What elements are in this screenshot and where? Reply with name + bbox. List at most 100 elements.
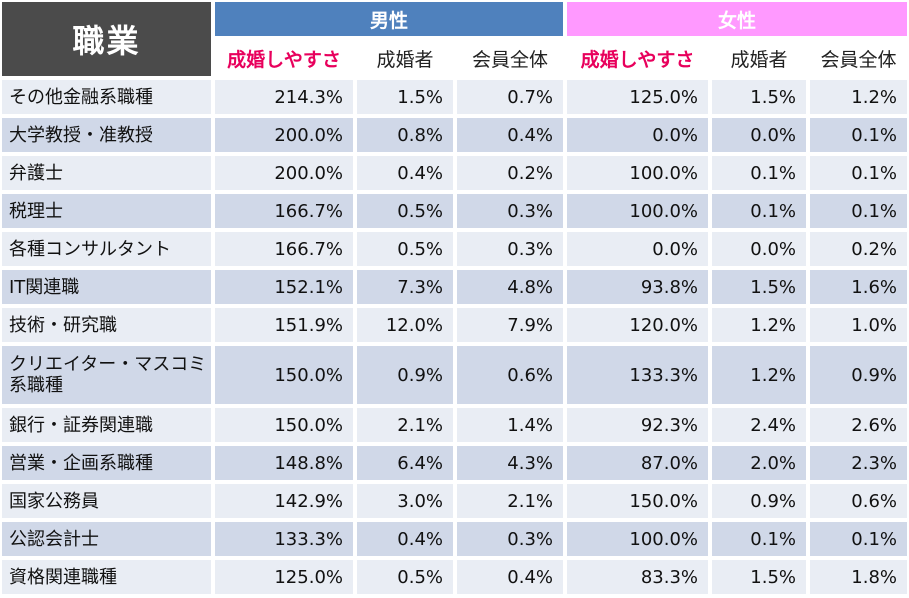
female-married-cell: 1.5% [710, 558, 809, 596]
female-all-members-cell: 0.2% [808, 230, 909, 268]
male-married-cell: 0.5% [355, 230, 455, 268]
male-all-members-cell: 0.7% [455, 78, 566, 116]
table-row: 営業・企画系職種 148.8% 6.4% 4.3% 87.0% 2.0% 2.3% [0, 444, 909, 482]
male-ease-cell: 151.9% [213, 306, 355, 344]
male-ease-cell: 150.0% [213, 344, 355, 406]
male-ease-header: 成婚しやすさ [213, 38, 355, 78]
male-married-cell: 3.0% [355, 482, 455, 520]
male-ease-cell: 166.7% [213, 230, 355, 268]
occupation-cell: 各種コンサルタント [0, 230, 213, 268]
table-row: その他金融系職種 214.3% 1.5% 0.7% 125.0% 1.5% 1.2% [0, 78, 909, 116]
male-married-cell: 7.3% [355, 268, 455, 306]
male-all-members-cell: 0.3% [455, 230, 566, 268]
female-all-members-cell: 0.1% [808, 520, 909, 558]
male-ease-cell: 200.0% [213, 116, 355, 154]
female-ease-cell: 133.3% [565, 344, 711, 406]
male-ease-cell: 214.3% [213, 78, 355, 116]
table-row: 資格関連職種 125.0% 0.5% 0.4% 83.3% 1.5% 1.8% [0, 558, 909, 596]
male-married-header: 成婚者 [355, 38, 455, 78]
female-all-members-cell: 0.1% [808, 192, 909, 230]
female-all-members-cell: 1.8% [808, 558, 909, 596]
female-all-members-cell: 1.2% [808, 78, 909, 116]
female-married-cell: 0.1% [710, 520, 809, 558]
male-all-members-cell: 0.3% [455, 192, 566, 230]
male-ease-cell: 150.0% [213, 406, 355, 444]
female-ease-cell: 100.0% [565, 192, 711, 230]
table-row: クリエイター・マスコミ 系職種 150.0% 0.9% 0.6% 133.3% 1.2% 0.… [0, 344, 909, 406]
occupation-cell: 大学教授・准教授 [0, 116, 213, 154]
female-group-header: 女性 [565, 0, 909, 38]
occupation-cell: 国家公務員 [0, 482, 213, 520]
table-row: IT関連職 152.1% 7.3% 4.8% 93.8% 1.5% 1.6% [0, 268, 909, 306]
male-all-members-cell: 0.6% [455, 344, 566, 406]
occupation-cell: 税理士 [0, 192, 213, 230]
table-row: 大学教授・准教授 200.0% 0.8% 0.4% 0.0% 0.0% 0.1% [0, 116, 909, 154]
male-all-members-cell: 0.2% [455, 154, 566, 192]
female-ease-cell: 0.0% [565, 116, 711, 154]
male-all-members-cell: 2.1% [455, 482, 566, 520]
occupation-header: 職業 [0, 0, 213, 78]
occupation-cell: 営業・企画系職種 [0, 444, 213, 482]
male-married-cell: 0.5% [355, 558, 455, 596]
male-all-members-cell: 4.3% [455, 444, 566, 482]
male-ease-cell: 133.3% [213, 520, 355, 558]
female-all-members-cell: 1.6% [808, 268, 909, 306]
occupation-cell: 銀行・証券関連職 [0, 406, 213, 444]
male-all-members-cell: 1.4% [455, 406, 566, 444]
female-all-members-cell: 0.1% [808, 116, 909, 154]
table-row: 銀行・証券関連職 150.0% 2.1% 1.4% 92.3% 2.4% 2.6% [0, 406, 909, 444]
occupation-cell: IT関連職 [0, 268, 213, 306]
occupation-cell: 弁護士 [0, 154, 213, 192]
female-all-members-cell: 0.6% [808, 482, 909, 520]
male-all-members-cell: 4.8% [455, 268, 566, 306]
female-married-cell: 2.4% [710, 406, 809, 444]
male-married-cell: 0.4% [355, 520, 455, 558]
male-group-header: 男性 [213, 0, 566, 38]
female-ease-header: 成婚しやすさ [565, 38, 711, 78]
female-married-cell: 0.9% [710, 482, 809, 520]
female-all-members-cell: 1.0% [808, 306, 909, 344]
occupation-cell: 公認会計士 [0, 520, 213, 558]
table-row: 国家公務員 142.9% 3.0% 2.1% 150.0% 0.9% 0.6% [0, 482, 909, 520]
male-married-cell: 0.5% [355, 192, 455, 230]
male-married-cell: 1.5% [355, 78, 455, 116]
female-all-members-cell: 0.1% [808, 154, 909, 192]
female-ease-cell: 125.0% [565, 78, 711, 116]
male-married-cell: 2.1% [355, 406, 455, 444]
male-ease-cell: 152.1% [213, 268, 355, 306]
female-ease-cell: 120.0% [565, 306, 711, 344]
table-row: 公認会計士 133.3% 0.4% 0.3% 100.0% 0.1% 0.1% [0, 520, 909, 558]
male-married-cell: 0.8% [355, 116, 455, 154]
male-all-members-header: 会員全体 [455, 38, 566, 78]
male-ease-cell: 142.9% [213, 482, 355, 520]
female-married-cell: 1.2% [710, 306, 809, 344]
occupation-cell: その他金融系職種 [0, 78, 213, 116]
male-all-members-cell: 0.3% [455, 520, 566, 558]
male-all-members-cell: 0.4% [455, 116, 566, 154]
female-all-members-cell: 0.9% [808, 344, 909, 406]
occupation-cell: クリエイター・マスコミ 系職種 [0, 344, 213, 406]
female-married-cell: 1.5% [710, 268, 809, 306]
table-row: 各種コンサルタント 166.7% 0.5% 0.3% 0.0% 0.0% 0.2% [0, 230, 909, 268]
female-ease-cell: 0.0% [565, 230, 711, 268]
table-row: 技術・研究職 151.9% 12.0% 7.9% 120.0% 1.2% 1.0% [0, 306, 909, 344]
male-married-cell: 12.0% [355, 306, 455, 344]
male-ease-cell: 125.0% [213, 558, 355, 596]
male-married-cell: 0.4% [355, 154, 455, 192]
female-married-header: 成婚者 [710, 38, 809, 78]
male-ease-cell: 200.0% [213, 154, 355, 192]
occupation-cell: 資格関連職種 [0, 558, 213, 596]
occupation-cell: 技術・研究職 [0, 306, 213, 344]
female-ease-cell: 83.3% [565, 558, 711, 596]
male-ease-cell: 148.8% [213, 444, 355, 482]
female-ease-cell: 92.3% [565, 406, 711, 444]
table-row: 税理士 166.7% 0.5% 0.3% 100.0% 0.1% 0.1% [0, 192, 909, 230]
male-ease-cell: 166.7% [213, 192, 355, 230]
male-married-cell: 0.9% [355, 344, 455, 406]
female-ease-cell: 150.0% [565, 482, 711, 520]
female-married-cell: 1.2% [710, 344, 809, 406]
table-body: その他金融系職種 214.3% 1.5% 0.7% 125.0% 1.5% 1.2% 大学教授… [0, 78, 909, 596]
female-married-cell: 0.0% [710, 230, 809, 268]
female-ease-cell: 100.0% [565, 154, 711, 192]
